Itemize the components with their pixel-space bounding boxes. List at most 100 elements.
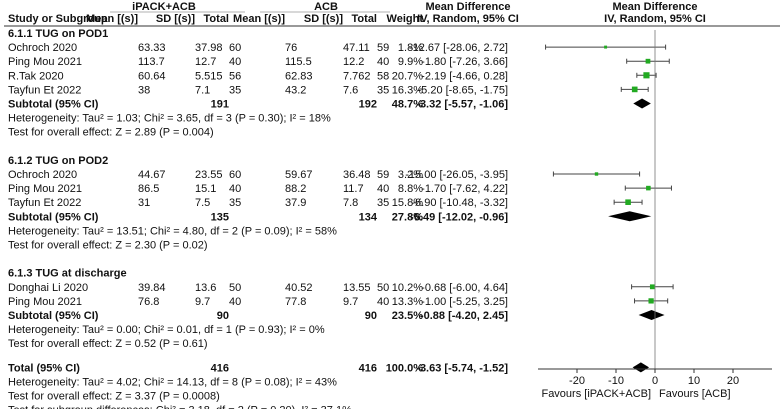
total-weight: 100.0% — [386, 362, 424, 374]
exp-mean: 76.8 — [138, 296, 159, 308]
study-name: R.Tak 2020 — [8, 70, 64, 82]
ctrl-mean: 76 — [285, 42, 297, 54]
total-ctrl-total: 416 — [359, 362, 377, 374]
study-weight: 16.3% — [392, 84, 423, 96]
exp-total: 35 — [229, 84, 241, 96]
overall-effect-text: Test for overall effect: Z = 2.89 (P = 0… — [8, 127, 214, 139]
subtotal-ctrl-total: 134 — [359, 211, 378, 223]
exp-total: 40 — [229, 296, 241, 308]
subgroup-label: 6.1.1 TUG on POD1 — [8, 28, 108, 40]
exp-sd: 7.1 — [195, 84, 210, 96]
ctrl-sd: 7.8 — [343, 197, 358, 209]
x-tick-label: -20 — [569, 375, 585, 387]
exp-group-header: iPACK+ACB — [132, 1, 196, 13]
exp-sd: 15.1 — [195, 183, 216, 195]
subgroup-label: 6.1.2 TUG on POD2 — [8, 155, 108, 167]
study-name: Ping Mou 2021 — [8, 296, 82, 308]
ctrl-sd: 12.2 — [343, 56, 364, 68]
subtotal-ctrl-total: 192 — [359, 99, 377, 111]
exp-sd-col-header: SD [(s)] — [156, 13, 195, 25]
study-ci: -15.00 [-26.05, -3.95] — [405, 169, 508, 181]
exp-sd: 23.55 — [195, 169, 223, 181]
subtotal-weight: 27.8% — [392, 211, 423, 223]
study-point — [604, 45, 608, 49]
subtotal-label: Subtotal (95% CI) — [8, 310, 99, 322]
exp-mean: 38 — [138, 84, 150, 96]
plot-col-title: Mean Difference — [613, 1, 698, 13]
x-tick-label: 20 — [727, 375, 739, 387]
exp-total: 60 — [229, 169, 241, 181]
study-point — [645, 58, 651, 64]
study-weight: 13.3% — [392, 296, 423, 308]
ctrl-sd: 36.48 — [343, 169, 371, 181]
ctrl-total: 35 — [377, 197, 389, 209]
exp-sd: 37.98 — [195, 42, 223, 54]
total-overall-effect-text: Test for overall effect: Z = 3.37 (P = 0… — [8, 391, 220, 403]
subtotal-ci: -3.32 [-5.57, -1.06] — [416, 99, 508, 111]
total-exp-total: 416 — [211, 362, 229, 374]
study-ci: -0.68 [-6.00, 4.64] — [421, 282, 508, 294]
study-weight: 3.2% — [398, 169, 423, 181]
exp-total: 40 — [229, 56, 241, 68]
exp-total: 60 — [229, 42, 241, 54]
study-name: Ping Mou 2021 — [8, 56, 82, 68]
ctrl-sd: 7.762 — [343, 70, 371, 82]
study-ci: -12.67 [-28.06, 2.72] — [409, 42, 508, 54]
ctrl-sd-col-header: SD [(s)] — [304, 13, 343, 25]
x-tick-label: 0 — [652, 375, 658, 387]
ctrl-total: 40 — [377, 56, 389, 68]
exp-mean: 44.67 — [138, 169, 166, 181]
exp-total: 35 — [229, 197, 241, 209]
study-weight: 9.9% — [398, 56, 423, 68]
study-weight: 20.7% — [392, 70, 423, 82]
total-label: Total (95% CI) — [8, 362, 80, 374]
ctrl-mean: 43.2 — [285, 84, 306, 96]
study-ci: -1.80 [-7.26, 3.66] — [421, 56, 508, 68]
heterogeneity-text: Heterogeneity: Tau² = 0.00; Chi² = 0.01,… — [8, 324, 325, 336]
study-point — [594, 172, 599, 176]
ctrl-sd: 9.7 — [343, 296, 358, 308]
favours-right-label: Favours [ACB] — [659, 388, 731, 400]
md-col-subtitle: IV, Random, 95% CI — [417, 13, 519, 25]
ctrl-total: 50 — [377, 282, 389, 294]
ctrl-mean-col-header: Mean [(s)] — [233, 13, 285, 25]
study-point — [631, 86, 638, 93]
study-point — [648, 298, 654, 304]
ctrl-mean: 88.2 — [285, 183, 306, 195]
study-ci: -2.19 [-4.66, 0.28] — [421, 70, 508, 82]
heterogeneity-text: Heterogeneity: Tau² = 13.51; Chi² = 4.80… — [8, 225, 337, 237]
ctrl-group-header: ACB — [314, 1, 338, 13]
study-ci: -5.20 [-8.65, -1.75] — [418, 84, 509, 96]
study-name: Ochroch 2020 — [8, 42, 77, 54]
study-point — [643, 72, 650, 79]
study-ci: -1.70 [-7.62, 4.22] — [421, 183, 508, 195]
subtotal-ctrl-total: 90 — [365, 310, 377, 322]
ctrl-total: 40 — [377, 296, 389, 308]
heterogeneity-text: Heterogeneity: Tau² = 1.03; Chi² = 3.65,… — [8, 113, 331, 125]
subtotal-diamond — [638, 310, 665, 320]
overall-effect-text: Test for overall effect: Z = 2.30 (P = 0… — [8, 240, 208, 252]
exp-sd: 7.5 — [195, 197, 210, 209]
subgroup-label: 6.1.3 TUG at discharge — [8, 268, 127, 280]
ctrl-mean: 62.83 — [285, 70, 313, 82]
ctrl-mean: 77.8 — [285, 296, 306, 308]
overall-effect-text: Test for overall effect: Z = 0.52 (P = 0… — [8, 338, 208, 350]
study-name: Tayfun Et 2022 — [8, 84, 81, 96]
exp-mean: 63.33 — [138, 42, 166, 54]
ctrl-sd: 7.6 — [343, 84, 358, 96]
ctrl-mean: 37.9 — [285, 197, 306, 209]
study-name: Tayfun Et 2022 — [8, 197, 81, 209]
subtotal-exp-total: 191 — [211, 99, 229, 111]
exp-total: 50 — [229, 282, 241, 294]
ctrl-total: 59 — [377, 42, 389, 54]
ctrl-total: 59 — [377, 169, 389, 181]
study-weight: 1.8% — [398, 42, 423, 54]
study-point — [646, 185, 651, 191]
study-weight: 15.8% — [392, 197, 423, 209]
study-weight: 10.2% — [392, 282, 423, 294]
md-col-title: Mean Difference — [426, 1, 511, 13]
subtotal-ci: -6.49 [-12.02, -0.96] — [410, 211, 508, 223]
exp-total-col-header: Total — [204, 13, 229, 25]
x-tick-label: 10 — [688, 375, 700, 387]
